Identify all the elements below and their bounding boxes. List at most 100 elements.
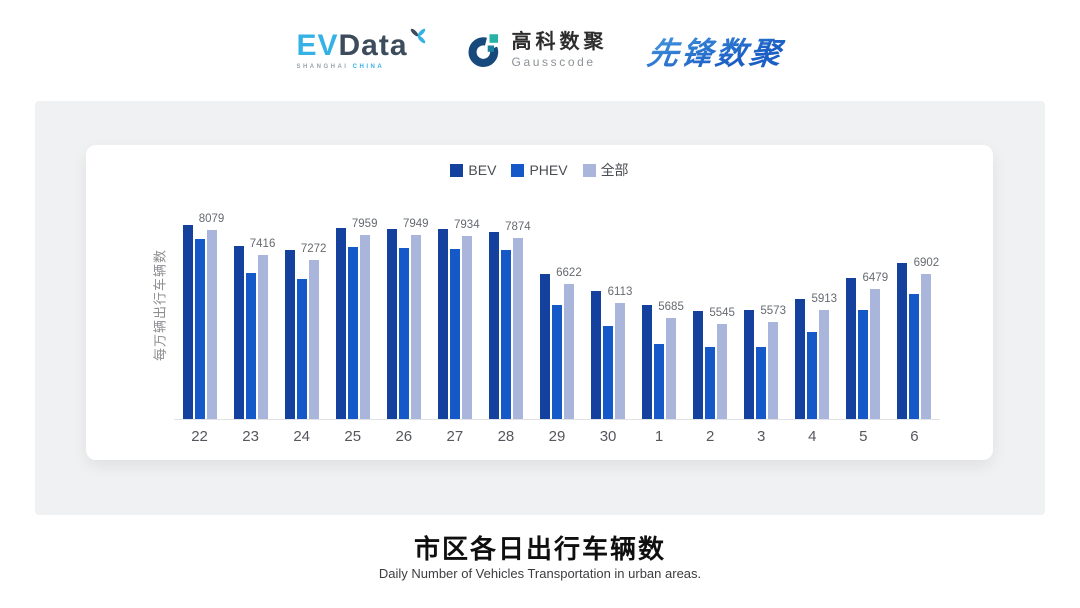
bar-group-29: 6622 29 — [531, 145, 582, 445]
bar-bev-6[interactable] — [897, 263, 908, 419]
bar-group-3: 5573 3 — [736, 145, 787, 445]
bar-phev-29[interactable] — [551, 305, 562, 419]
bar-bev-30[interactable] — [591, 291, 602, 419]
bar-group-25: 7959 25 — [327, 145, 378, 445]
bar-all-30[interactable] — [615, 303, 626, 419]
bar-group-27: 7934 27 — [429, 145, 480, 445]
evdata-logo-data: Data — [338, 28, 408, 62]
bar-bev-1[interactable] — [642, 305, 653, 419]
gausscode-logo-en: Gausscode — [511, 54, 596, 69]
value-label-28: 7874 — [505, 221, 531, 233]
bar-all-28[interactable] — [512, 238, 523, 419]
legend-item-bev[interactable]: BEV — [450, 162, 496, 178]
x-axis-label-22: 22 — [191, 428, 208, 445]
evdata-logo-ev: EV — [296, 28, 339, 62]
propeller-icon — [410, 28, 425, 43]
value-label-5: 6479 — [862, 272, 889, 284]
legend-label-all: 全部 — [600, 162, 629, 178]
bar-all-26[interactable] — [410, 235, 421, 419]
bar-phev-27[interactable] — [449, 249, 460, 419]
page-subtitle: Daily Number of Vehicles Transportation … — [378, 566, 702, 581]
value-label-6: 6902 — [913, 257, 940, 269]
bar-phev-30[interactable] — [603, 326, 614, 419]
bar-phev-2[interactable] — [705, 347, 716, 419]
bar-all-22[interactable] — [206, 230, 217, 419]
legend-label-phev: PHEV — [529, 162, 568, 178]
bar-bev-26[interactable] — [386, 229, 397, 419]
bar-bev-25[interactable] — [335, 228, 346, 419]
bar-bev-2[interactable] — [693, 311, 704, 419]
bar-group-22: 8079 22 — [174, 145, 225, 445]
gausscode-logo-cn: 高科数聚 — [511, 30, 608, 53]
bar-all-5[interactable] — [870, 289, 881, 419]
legend-item-phev[interactable]: PHEV — [511, 162, 568, 178]
bar-group-23: 7416 23 — [225, 145, 276, 445]
x-axis-label-27: 27 — [446, 428, 464, 445]
bar-phev-22[interactable] — [194, 239, 205, 419]
bar-bev-27[interactable] — [437, 229, 448, 419]
legend-label-bev: BEV — [468, 162, 497, 178]
value-label-3: 5573 — [760, 305, 786, 317]
bar-all-6[interactable] — [921, 274, 932, 419]
x-axis-label-29: 29 — [548, 428, 566, 445]
x-axis-label-5: 5 — [859, 428, 868, 445]
bar-all-29[interactable] — [563, 284, 574, 419]
bar-group-24: 7272 24 — [276, 145, 327, 445]
legend-swatch-phev — [511, 163, 525, 177]
bar-phev-25[interactable] — [347, 247, 358, 419]
x-axis-label-4: 4 — [808, 428, 817, 445]
value-label-27: 7934 — [454, 219, 480, 231]
bar-phev-28[interactable] — [500, 250, 511, 419]
bar-group-26: 7949 26 — [378, 145, 429, 445]
value-label-26: 7949 — [402, 218, 429, 230]
bar-phev-3[interactable] — [756, 347, 767, 419]
bar-phev-26[interactable] — [398, 248, 409, 419]
bar-all-4[interactable] — [819, 310, 830, 419]
bar-bev-4[interactable] — [795, 299, 806, 419]
bar-phev-5[interactable] — [858, 310, 869, 419]
bar-phev-6[interactable] — [909, 294, 920, 419]
gausscode-logo: 高科数聚 Gausscode — [467, 31, 608, 70]
bar-all-24[interactable] — [308, 260, 319, 419]
value-label-23: 7416 — [249, 238, 276, 250]
bar-bev-24[interactable] — [284, 250, 295, 419]
bar-group-5: 6479 5 — [838, 145, 889, 445]
bar-bev-5[interactable] — [846, 278, 857, 419]
x-axis-label-23: 23 — [242, 428, 259, 445]
bar-phev-1[interactable] — [654, 344, 665, 419]
x-axis-label-26: 26 — [395, 428, 413, 445]
bar-all-25[interactable] — [359, 235, 370, 419]
bar-phev-4[interactable] — [807, 332, 818, 419]
legend-item-all[interactable]: 全部 — [582, 160, 629, 180]
x-axis-label-24: 24 — [293, 428, 310, 445]
bar-bev-22[interactable] — [182, 225, 193, 419]
bar-group-1: 5685 1 — [634, 145, 685, 445]
bar-phev-23[interactable] — [245, 273, 256, 419]
legend-swatch-all — [582, 163, 596, 177]
bar-all-2[interactable] — [717, 324, 728, 419]
bar-bev-28[interactable] — [488, 232, 499, 419]
gausscode-g-icon — [468, 34, 498, 67]
chart-plot: 8079 22 7416 23 7272 24 7959 25 7949 26 7934 27 7874… — [174, 145, 940, 445]
chart-legend: BEV PHEV 全部 — [86, 160, 993, 180]
bar-bev-29[interactable] — [539, 274, 550, 419]
bar-all-27[interactable] — [461, 236, 472, 419]
evdata-logo-subtext: SHANGHAI CHINA — [296, 63, 385, 70]
value-label-1: 5685 — [658, 301, 684, 313]
bar-group-30: 6113 30 — [583, 145, 634, 445]
page-title: 市区各日出行车辆数 — [413, 534, 666, 564]
y-axis-title: 每万辆出行车辆数 — [152, 248, 168, 362]
value-label-2: 5545 — [709, 307, 735, 319]
bar-phev-24[interactable] — [296, 279, 307, 419]
x-axis-label-1: 1 — [654, 428, 664, 445]
bar-all-3[interactable] — [768, 322, 779, 419]
value-label-24: 7272 — [300, 243, 327, 255]
bar-bev-3[interactable] — [744, 310, 755, 419]
bar-all-1[interactable] — [666, 318, 677, 419]
bar-group-6: 6902 6 — [889, 145, 940, 445]
value-label-25: 7959 — [351, 218, 378, 230]
bar-all-23[interactable] — [257, 255, 268, 419]
chart-panel: BEV PHEV 全部 每万辆出行车辆数 8079 22 7416 23 7272 24 795… — [35, 101, 1045, 515]
bar-bev-23[interactable] — [233, 246, 244, 419]
bar-group-2: 5545 2 — [685, 145, 736, 445]
